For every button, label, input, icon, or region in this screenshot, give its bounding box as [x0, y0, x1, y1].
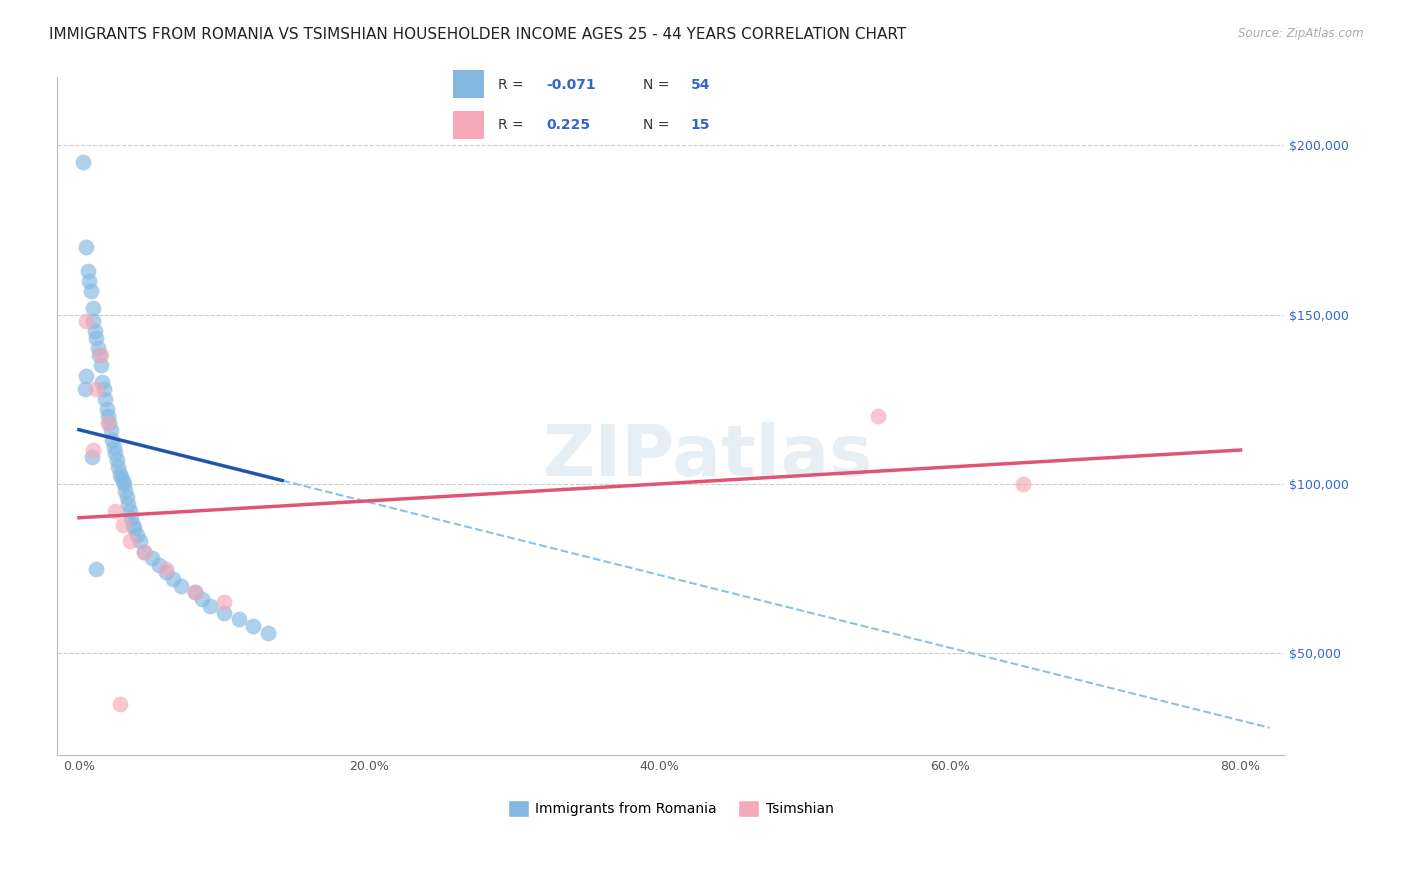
Point — [90, 348, 112, 362]
Point — [118, 534, 141, 549]
Point — [212, 606, 235, 620]
Point — [82, 443, 104, 458]
Point — [111, 474, 134, 488]
Point — [169, 578, 191, 592]
Point — [97, 409, 120, 424]
Point — [122, 521, 145, 535]
Point — [148, 558, 170, 573]
Text: R =: R = — [498, 118, 523, 132]
Point — [87, 342, 110, 356]
Point — [79, 284, 101, 298]
Point — [866, 409, 889, 424]
Point — [104, 504, 127, 518]
Point — [76, 263, 98, 277]
Point — [80, 450, 103, 464]
Point — [162, 572, 184, 586]
Point — [86, 382, 108, 396]
Point — [134, 544, 156, 558]
Point — [198, 599, 221, 613]
Point — [110, 470, 132, 484]
Text: N =: N = — [643, 78, 669, 92]
Point — [82, 301, 104, 315]
Point — [107, 460, 129, 475]
Point — [129, 534, 152, 549]
Point — [117, 497, 139, 511]
Point — [212, 595, 235, 609]
Point — [73, 382, 96, 396]
Point — [86, 561, 108, 575]
Text: N =: N = — [643, 118, 669, 132]
Text: Source: ZipAtlas.com: Source: ZipAtlas.com — [1239, 27, 1364, 40]
Point — [100, 423, 122, 437]
Point — [108, 467, 131, 481]
Point — [256, 626, 278, 640]
Point — [104, 446, 127, 460]
Point — [82, 314, 104, 328]
Point — [242, 619, 264, 633]
Point — [120, 510, 142, 524]
Text: 15: 15 — [690, 118, 710, 132]
Point — [191, 592, 214, 607]
Point — [108, 697, 131, 711]
Point — [103, 440, 125, 454]
Point — [93, 382, 115, 396]
Point — [91, 376, 114, 390]
Legend: Immigrants from Romania, Tsimshian: Immigrants from Romania, Tsimshian — [502, 795, 839, 822]
Point — [155, 565, 177, 579]
Point — [118, 504, 141, 518]
Point — [125, 527, 148, 541]
Point — [72, 155, 94, 169]
Text: R =: R = — [498, 78, 523, 92]
Point — [86, 331, 108, 345]
Point — [134, 544, 156, 558]
Point — [77, 274, 100, 288]
Point — [75, 240, 97, 254]
Point — [155, 561, 177, 575]
Text: -0.071: -0.071 — [546, 78, 596, 92]
Text: ZIPatlas: ZIPatlas — [543, 422, 873, 491]
Point — [121, 517, 143, 532]
FancyBboxPatch shape — [453, 70, 484, 98]
Point — [89, 348, 111, 362]
Point — [1011, 476, 1033, 491]
Point — [184, 585, 207, 599]
Point — [90, 359, 112, 373]
Point — [111, 517, 134, 532]
Point — [114, 483, 136, 498]
Point — [228, 612, 250, 626]
Point — [75, 368, 97, 383]
Point — [84, 325, 107, 339]
Point — [97, 416, 120, 430]
Point — [96, 402, 118, 417]
Text: 54: 54 — [690, 78, 710, 92]
Point — [101, 433, 124, 447]
Text: IMMIGRANTS FROM ROMANIA VS TSIMSHIAN HOUSEHOLDER INCOME AGES 25 - 44 YEARS CORRE: IMMIGRANTS FROM ROMANIA VS TSIMSHIAN HOU… — [49, 27, 907, 42]
Point — [184, 585, 207, 599]
Point — [112, 476, 135, 491]
FancyBboxPatch shape — [453, 111, 484, 139]
Point — [141, 551, 163, 566]
Point — [115, 491, 138, 505]
Point — [94, 392, 117, 407]
Point — [98, 416, 121, 430]
Point — [75, 314, 97, 328]
Text: 0.225: 0.225 — [546, 118, 591, 132]
Point — [105, 453, 128, 467]
